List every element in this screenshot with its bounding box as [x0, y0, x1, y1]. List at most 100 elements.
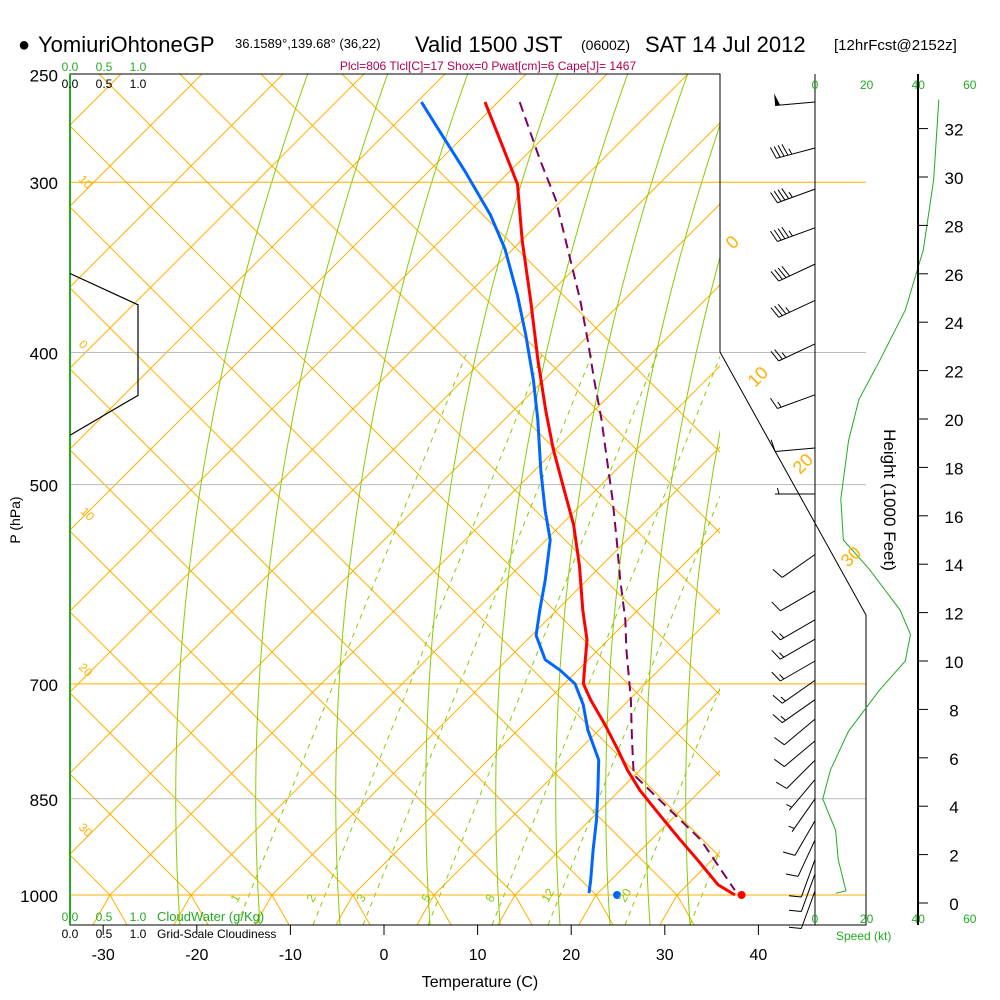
station-coords: 36.1589°,139.68° (36,22)	[235, 36, 381, 51]
wind-barb-staff	[777, 394, 816, 409]
wind-barb-staff	[780, 638, 816, 660]
dry-adiabat-line	[514, 894, 533, 925]
wind-barb-full	[774, 758, 785, 767]
dry-adiabat-line	[179, 74, 720, 615]
moist-adiabat-line	[685, 429, 720, 925]
isotherm-line	[109, 284, 720, 896]
isotherm-line	[70, 203, 720, 855]
wind-barb	[774, 718, 816, 746]
surface-temperature-dot	[737, 891, 746, 899]
height-tick-label: 28	[945, 217, 964, 236]
isotherm-line	[173, 894, 192, 925]
dry-adiabat-line	[70, 287, 678, 896]
speed-bottom-tick: 0	[812, 912, 819, 926]
isotherm-line	[70, 74, 365, 369]
wind-speed-line	[822, 99, 940, 894]
temperature-line	[483, 101, 736, 897]
cloudiness-top-tick: 1.0	[130, 77, 147, 91]
isotherm-line	[659, 894, 678, 925]
isotherm-line	[595, 770, 720, 896]
moist-adiabat-line	[335, 74, 469, 925]
wind-barb-pennant	[774, 93, 781, 106]
height-tick-label: 2	[949, 847, 958, 866]
pressure-tick-label: 1000	[20, 887, 58, 906]
mixing-ratio-line	[427, 351, 659, 925]
wind-barb-full	[772, 714, 783, 724]
mixing-ratio-line	[236, 351, 468, 925]
cloudwater-label: CloudWater (g/Kg)	[157, 909, 264, 924]
cloudwater-bottom-tick: 0.5	[96, 910, 113, 924]
dry-adiabat-line	[109, 894, 128, 925]
station-name: YomiuriOhtoneGP	[38, 32, 215, 57]
height-tick-label: 0	[949, 895, 958, 914]
dry-adiabat-line	[595, 894, 614, 925]
moist-adiabat-line	[495, 74, 629, 925]
wind-barb-full	[777, 189, 786, 201]
dry-adiabat-line	[271, 894, 290, 925]
wind-barb	[782, 820, 816, 856]
parcel-line	[518, 101, 736, 891]
speed-axis-title: Speed (kt)	[836, 929, 891, 943]
wind-barb-half	[781, 352, 787, 358]
wind-barb-staff	[777, 227, 816, 242]
wind-barb-half	[780, 715, 786, 721]
wind-barb-half	[786, 804, 793, 808]
wind-barb	[770, 226, 816, 242]
wind-barb	[770, 343, 816, 362]
wind-barb-staff	[780, 590, 816, 612]
wind-barb-full	[777, 304, 787, 315]
height-tick-label: 32	[945, 121, 964, 140]
wind-barb	[772, 679, 816, 704]
wind-barb-full	[770, 307, 780, 318]
isotherm-line	[70, 74, 608, 612]
wind-barb-full	[770, 192, 778, 204]
wind-barb-staff	[781, 679, 816, 704]
wind-barb-full	[781, 144, 789, 156]
cloudiness-profile	[69, 272, 139, 436]
height-tick-label: 14	[945, 556, 964, 575]
wind-barb-half	[779, 633, 785, 639]
dry-adiabat-line	[98, 74, 720, 696]
height-tick-label: 30	[945, 169, 964, 188]
sounding-profiles	[420, 101, 746, 899]
background-grid	[0, 0, 867, 965]
speed-top-tick: 60	[963, 78, 977, 92]
isotherm-line	[0, 0, 119, 895]
height-tick-label: 8	[949, 701, 958, 720]
grid-lines	[0, 0, 839, 965]
wind-barb-half	[780, 696, 786, 702]
dry-adiabat-line	[70, 125, 720, 777]
dry-adiabat-line	[70, 611, 354, 896]
speed-top-tick: 20	[860, 78, 874, 92]
wind-barb	[774, 93, 816, 106]
moist-adiabat-line	[555, 74, 689, 925]
wind-barb-full	[773, 146, 781, 158]
dry-adiabat-line	[70, 773, 192, 896]
wind-barb-full	[773, 190, 782, 202]
mixing-ratio-label: 2	[303, 891, 319, 904]
isotherm-line	[799, 895, 839, 965]
wind-barb	[774, 740, 816, 767]
wind-barb-full	[774, 305, 783, 316]
x-tick-label: 0	[380, 947, 389, 964]
cloudwater-top-tick: 0.0	[62, 60, 79, 74]
wind-barb-staff	[775, 101, 816, 106]
dry-adiabat-line	[433, 894, 452, 925]
cloudiness-bottom-tick: 0.5	[96, 927, 113, 941]
forecast-info: [12hrFcst@2152z]	[834, 37, 957, 54]
isotherm-line	[70, 74, 446, 450]
isotherm-label: 20	[76, 660, 96, 680]
moist-adiabat-line	[175, 74, 309, 925]
wind-barb-full	[788, 909, 802, 913]
wind-barb	[775, 759, 816, 789]
wind-barb	[788, 890, 816, 929]
wind-barb-staff	[784, 740, 816, 767]
wind-barb	[788, 859, 816, 898]
isotherm-line	[433, 608, 720, 896]
dry-adiabat-line	[70, 854, 111, 896]
y-axis-title: P (hPa)	[7, 496, 23, 543]
wind-barb-full	[774, 349, 783, 360]
dry-adiabat-line	[70, 449, 516, 896]
speed-bottom-tick: 60	[963, 912, 977, 926]
